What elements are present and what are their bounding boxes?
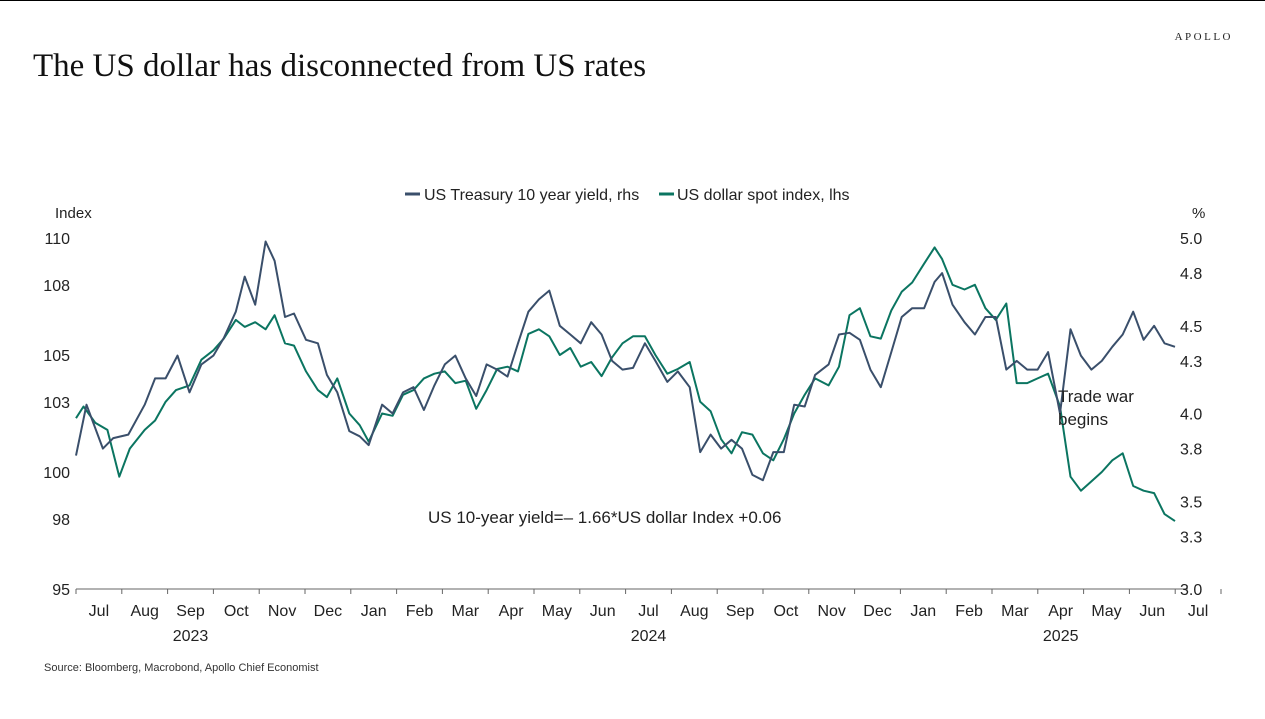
left-tick-label: 105 xyxy=(43,348,70,365)
legend-label-2: US dollar spot index, lhs xyxy=(677,187,850,204)
left-axis-title: Index xyxy=(55,205,92,222)
x-tick-label: Sep xyxy=(726,603,755,620)
x-year-label: 2023 xyxy=(173,628,209,645)
page-title: The US dollar has disconnected from US r… xyxy=(33,48,647,84)
x-tick-label: Mar xyxy=(1001,603,1029,620)
x-tick-label: Nov xyxy=(268,603,296,620)
x-tick-label: May xyxy=(1091,603,1121,620)
x-tick-label: Dec xyxy=(314,603,342,620)
x-year-label: 2024 xyxy=(631,628,667,645)
x-tick-label: Jan xyxy=(361,603,387,620)
left-tick-label: 108 xyxy=(43,278,70,295)
right-tick-label: 3.0 xyxy=(1180,582,1202,599)
left-tick-label: 100 xyxy=(43,465,70,482)
x-tick-label: Oct xyxy=(773,603,798,620)
x-tick-label: Feb xyxy=(406,603,434,620)
x-tick-label: Jan xyxy=(910,603,936,620)
right-tick-label: 4.3 xyxy=(1180,354,1202,371)
x-tick-label: Dec xyxy=(863,603,891,620)
x-tick-label: May xyxy=(542,603,572,620)
left-tick-label: 98 xyxy=(52,512,70,529)
x-tick-label: Jun xyxy=(1139,603,1165,620)
legend-label-1: US Treasury 10 year yield, rhs xyxy=(424,187,639,204)
left-tick-label: 103 xyxy=(43,395,70,412)
top-rule xyxy=(0,0,1265,1)
trade-war-annotation: begins xyxy=(1058,410,1108,429)
x-tick-label: Feb xyxy=(955,603,983,620)
left-tick-label: 95 xyxy=(52,582,70,599)
x-tick-label: Jun xyxy=(590,603,616,620)
chart-axes: Jul Aug Sep Oct Nov Dec Jan Feb Mar Apr May Jun Jul A… xyxy=(43,205,1222,645)
x-tick-label: Apr xyxy=(1048,603,1074,620)
x-tick-label: Jul xyxy=(638,603,658,620)
x-tick-label: Aug xyxy=(680,603,708,620)
right-tick-label: 3.8 xyxy=(1180,442,1202,459)
right-tick-label: 5.0 xyxy=(1180,231,1202,248)
x-tick-label: Nov xyxy=(817,603,845,620)
right-tick-label: 4.5 xyxy=(1180,319,1202,336)
x-tick-label: Aug xyxy=(130,603,158,620)
x-year-label: 2025 xyxy=(1043,628,1079,645)
x-tick-label: Apr xyxy=(499,603,525,620)
regression-annotation: US 10-year yield=– 1.66*US dollar Index … xyxy=(428,508,781,527)
right-tick-label: 3.5 xyxy=(1180,494,1202,511)
x-tick-label: Jul xyxy=(1188,603,1208,620)
left-tick-label: 110 xyxy=(44,231,70,248)
x-tick-label: Oct xyxy=(224,603,249,620)
chart-annotations: Trade war begins US 10-year yield=– 1.66*U… xyxy=(428,387,1134,527)
right-tick-label: 3.3 xyxy=(1180,529,1202,546)
right-tick-label: 4.0 xyxy=(1180,407,1202,424)
right-tick-label: 4.8 xyxy=(1180,266,1202,283)
right-axis-title: % xyxy=(1192,205,1205,222)
brand-logo: APOLLO xyxy=(1174,31,1233,43)
x-tick-label: Mar xyxy=(452,603,480,620)
trade-war-annotation: Trade war xyxy=(1058,387,1134,406)
treasury-yield-line xyxy=(75,240,1176,482)
chart-legend: US Treasury 10 year yield, rhs US dollar … xyxy=(405,187,850,204)
chart-series xyxy=(75,240,1176,522)
source-note: Source: Bloomberg, Macrobond, Apollo Chi… xyxy=(44,662,319,674)
x-tick-label: Jul xyxy=(89,603,109,620)
x-tick-label: Sep xyxy=(176,603,205,620)
